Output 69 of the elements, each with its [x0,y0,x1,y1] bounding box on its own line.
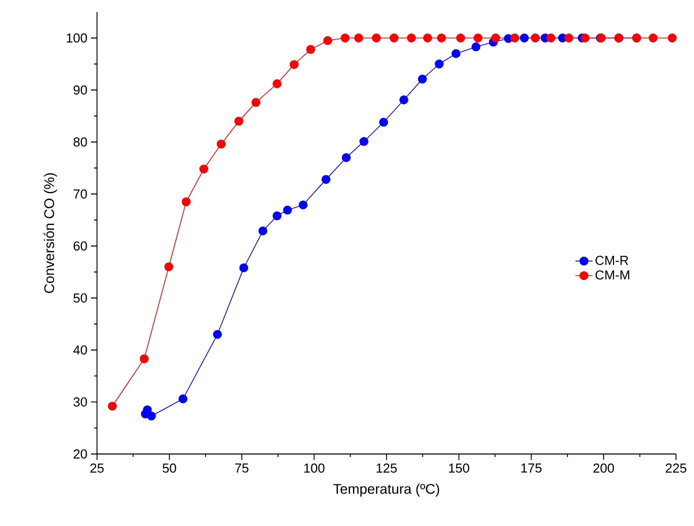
y-tick-label: 90 [74,85,87,95]
point [272,211,282,220]
point [580,34,590,42]
point [108,402,117,411]
point [456,34,466,42]
x-tick-label: 200 [593,464,614,473]
point [290,60,299,69]
point [283,206,292,215]
point [322,174,330,184]
point [564,34,574,42]
x-axis-title: Temperatura (ºC) [333,484,440,497]
x-tick-label: 125 [376,464,397,473]
point [472,42,480,52]
point [354,34,364,42]
point [390,34,398,42]
point [234,116,244,126]
point [648,34,658,42]
point [342,153,351,162]
y-tick-label: 30 [74,397,87,407]
point [423,34,432,42]
point [359,137,368,146]
point [379,118,388,127]
point [199,164,208,174]
point [399,95,408,104]
point [452,49,460,58]
x-tick-label: 150 [449,464,470,473]
point [164,262,174,272]
y-tick-label: 50 [74,293,87,303]
point [239,263,248,272]
point [323,36,332,46]
point [668,34,677,42]
x-tick-label: 100 [304,464,324,473]
x-tick-label: 175 [521,464,542,473]
point [182,197,191,206]
point [418,74,427,84]
legend-label: CM-M [596,270,630,280]
x-tick-label: 75 [235,464,248,473]
point [546,34,556,42]
point [216,140,226,149]
x-tick-label: 50 [162,464,176,473]
point [146,412,156,420]
point [434,60,444,68]
point [510,34,520,42]
point [272,79,282,88]
y-tick-label: 20 [74,449,87,459]
point [372,34,381,42]
point [520,34,529,42]
point [406,34,416,42]
y-tick-label: 70 [74,189,87,199]
y-axis-title: Conversión CO (%) [44,173,57,293]
point [212,330,222,339]
point [178,394,188,404]
point [474,34,482,42]
point [306,44,316,54]
y-tick-label: 80 [74,137,87,147]
point [340,34,350,42]
point [251,98,260,107]
point [530,34,540,42]
y-tick-label: 60 [74,241,87,251]
y-tick-label: 40 [73,345,87,355]
point [258,226,268,236]
point [298,200,308,210]
legend-label: CM-R [596,256,628,265]
point [437,34,446,42]
point [140,354,149,364]
point [491,34,500,42]
y-tick-label: 100 [66,33,87,43]
x-tick-label: 25 [90,464,104,473]
x-tick-label: 225 [666,464,686,473]
